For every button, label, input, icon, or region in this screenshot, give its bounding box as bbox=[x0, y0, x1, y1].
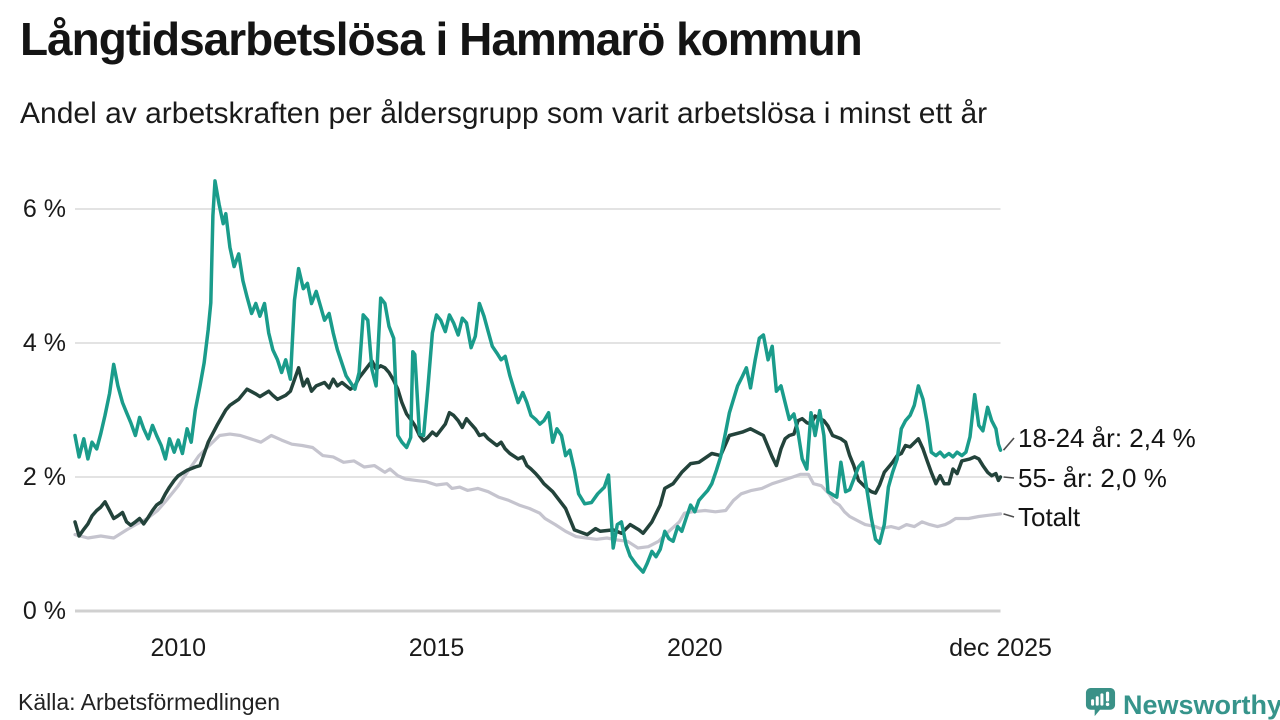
y-axis-tick: 0 % bbox=[22, 597, 66, 625]
series-end-label-55plus: 55- år: 2,0 % bbox=[1018, 463, 1167, 493]
x-axis-tick: dec 2025 bbox=[949, 634, 1052, 662]
y-axis-tick: 6 % bbox=[22, 195, 66, 223]
brand-lockup: Newsworthy bbox=[1084, 686, 1280, 720]
chart-subtitle: Andel av arbetskraften per åldersgrupp s… bbox=[20, 97, 988, 130]
y-axis-tick: 4 % bbox=[22, 329, 66, 357]
series-end-label-18-24: 18-24 år: 2,4 % bbox=[1018, 423, 1196, 453]
x-axis-tick: 2015 bbox=[408, 634, 465, 662]
x-axis-tick: 2020 bbox=[666, 634, 723, 662]
x-axis-tick: 2010 bbox=[150, 634, 207, 662]
page-title: Långtidsarbetslösa i Hammarö kommun bbox=[20, 13, 863, 65]
series-end-label-totalt: Totalt bbox=[1018, 502, 1081, 532]
y-axis-tick: 2 % bbox=[22, 463, 66, 491]
brand-name: Newsworthy bbox=[1123, 690, 1280, 720]
newsworthy-logo-icon bbox=[1084, 686, 1117, 720]
source-credit: Källa: Arbetsförmedlingen bbox=[18, 689, 281, 715]
